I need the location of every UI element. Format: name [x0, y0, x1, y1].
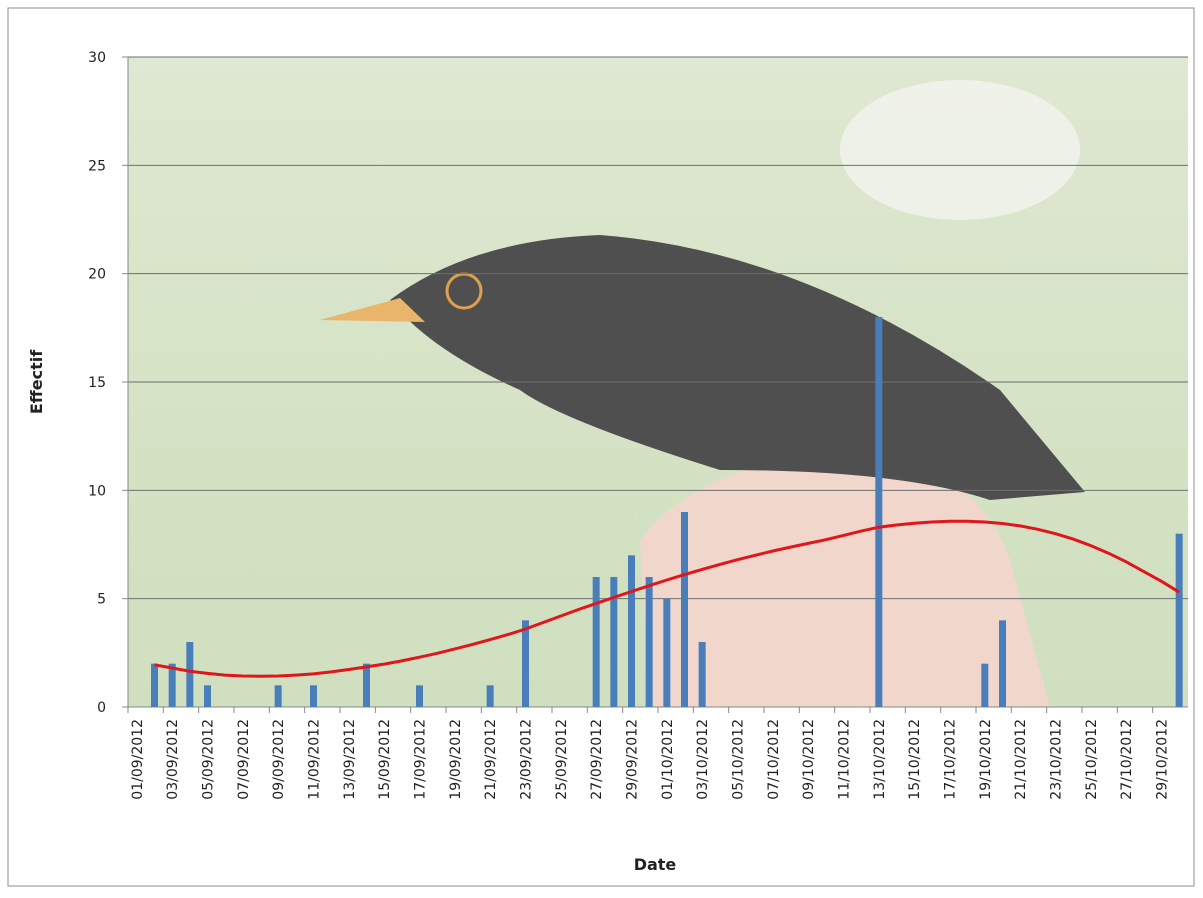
x-tick-label: 21/09/2012 — [483, 719, 499, 800]
y-tick-label: 25 — [88, 158, 106, 174]
bar — [310, 685, 317, 707]
bar — [204, 685, 211, 707]
x-tick-label: 05/10/2012 — [731, 719, 747, 800]
bar — [486, 685, 494, 707]
bar — [274, 685, 282, 707]
x-tick-label: 29/10/2012 — [1155, 719, 1171, 800]
bar — [610, 577, 618, 707]
trend-line — [154, 519, 1180, 678]
x-tick-label: 27/10/2012 — [1119, 719, 1135, 800]
x-tick-label: 27/09/2012 — [589, 719, 605, 800]
x-tick-label: 13/10/2012 — [872, 719, 888, 800]
x-tick-label: 11/10/2012 — [837, 719, 853, 800]
x-tick-label: 09/09/2012 — [271, 719, 287, 800]
x-tick-label: 03/09/2012 — [165, 719, 181, 800]
x-tick-label: 15/10/2012 — [907, 719, 923, 800]
x-tick-label: 23/09/2012 — [519, 719, 535, 800]
x-tick-label: 23/10/2012 — [1049, 719, 1065, 800]
x-tick-label: 29/09/2012 — [625, 719, 641, 800]
x-tick-label: 05/09/2012 — [201, 719, 217, 800]
x-tick-label: 07/09/2012 — [236, 719, 252, 800]
x-tick-label: 09/10/2012 — [801, 719, 817, 800]
y-tick-label: 10 — [88, 483, 106, 499]
bar — [592, 577, 600, 707]
y-tick-label: 30 — [88, 50, 106, 66]
bar — [698, 642, 706, 707]
bar — [645, 577, 653, 707]
bar — [981, 663, 989, 707]
bar — [628, 555, 635, 707]
bar — [875, 317, 883, 707]
y-tick-label: 20 — [88, 267, 106, 283]
x-tick-label: 17/09/2012 — [413, 719, 429, 800]
x-tick-label: 01/10/2012 — [660, 719, 676, 800]
bar — [151, 663, 158, 707]
bar — [168, 663, 176, 707]
bar — [416, 685, 423, 707]
x-tick-label: 03/10/2012 — [695, 719, 711, 800]
bar — [681, 512, 688, 707]
x-tick-label: 07/10/2012 — [766, 719, 782, 800]
y-axis-title: Effectif — [27, 349, 46, 414]
x-tick-label: 21/10/2012 — [1013, 719, 1029, 800]
bar — [1175, 533, 1183, 707]
y-tick-label: 15 — [88, 375, 106, 391]
x-tick-label: 11/09/2012 — [307, 719, 323, 800]
x-tick-label: 19/09/2012 — [448, 719, 464, 800]
x-tick-label: 25/09/2012 — [554, 719, 570, 800]
x-tick-label: 15/09/2012 — [377, 719, 393, 800]
x-axis-title: Date — [634, 855, 677, 874]
bar — [363, 663, 370, 707]
x-tick-label: 01/09/2012 — [130, 719, 146, 800]
bar — [999, 620, 1006, 707]
bar — [663, 598, 671, 707]
x-tick-label: 19/10/2012 — [978, 719, 994, 800]
y-tick-label: 5 — [97, 592, 106, 608]
x-tick-label: 25/10/2012 — [1084, 719, 1100, 800]
bar — [522, 620, 529, 707]
y-tick-label: 0 — [97, 700, 106, 716]
bar — [186, 642, 194, 707]
x-tick-label: 13/09/2012 — [342, 719, 358, 800]
x-tick-label: 17/10/2012 — [943, 719, 959, 800]
